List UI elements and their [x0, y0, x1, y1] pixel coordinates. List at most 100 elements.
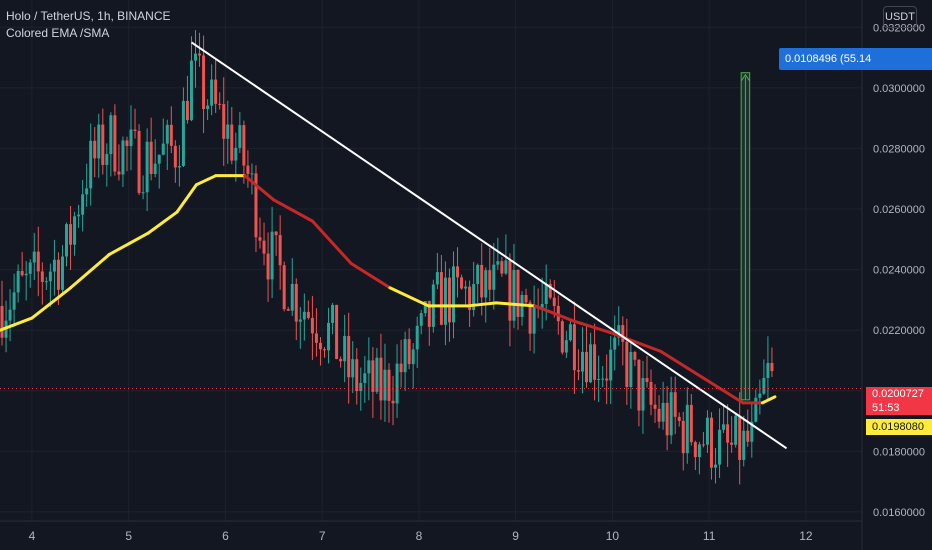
- candle-body: [609, 349, 613, 381]
- candle-body: [730, 442, 734, 445]
- candle-body: [93, 140, 97, 159]
- ema-segment: [760, 395, 777, 405]
- candle-body: [359, 382, 363, 392]
- candle-body: [367, 360, 371, 374]
- candle-body: [552, 297, 556, 306]
- candle-body: [73, 216, 77, 245]
- candle-body: [605, 378, 609, 381]
- candle-body: [621, 325, 625, 342]
- x-tick-label: 8: [416, 529, 423, 543]
- candle-body: [173, 145, 177, 168]
- x-tick-label: 10: [606, 529, 620, 543]
- candle-body: [89, 140, 93, 189]
- ema-segment: [194, 174, 218, 187]
- candle-body: [290, 283, 294, 311]
- candle-body: [480, 264, 484, 298]
- symbol-title[interactable]: Holo / TetherUS, 1h, BINANCE: [6, 9, 171, 23]
- x-tick-label: 12: [799, 529, 813, 543]
- candle-body: [593, 344, 597, 380]
- candle-body: [117, 171, 121, 175]
- candle-body: [476, 264, 480, 285]
- y-axis-ticks: 0.01600000.01800000.02000000.02200000.02…: [873, 22, 925, 519]
- y-tick-label: 0.0260000: [873, 204, 925, 216]
- indicator-name[interactable]: Colored EMA /SMA: [6, 26, 110, 40]
- candle-body: [637, 359, 641, 411]
- candle-body: [524, 295, 528, 303]
- candle-body: [125, 140, 129, 147]
- candle-body: [665, 402, 669, 436]
- candle-body: [633, 352, 637, 360]
- candle-body: [153, 163, 157, 174]
- candle-body: [661, 402, 665, 422]
- x-tick-label: 5: [125, 529, 132, 543]
- candle-body: [464, 286, 468, 289]
- trendline[interactable]: [190, 41, 788, 450]
- ema-value-badge: 0.0198080: [866, 419, 932, 435]
- candle-body: [250, 173, 254, 175]
- candle-body: [496, 261, 500, 265]
- long-position-box[interactable]: [740, 72, 751, 401]
- candle-body: [20, 271, 24, 276]
- candle-body: [194, 53, 198, 61]
- candle-body: [318, 342, 322, 350]
- candle-body: [129, 129, 133, 147]
- candle-body: [701, 444, 705, 446]
- candle-body: [560, 321, 564, 353]
- candle-body: [157, 154, 161, 164]
- current-price-badge: 0.0200727 51:53: [866, 387, 932, 415]
- ema-line: [0, 174, 777, 405]
- x-tick-label: 6: [222, 529, 229, 543]
- candle-body: [564, 340, 568, 353]
- candle-body: [165, 124, 169, 144]
- candle-body: [149, 141, 153, 174]
- candle-body: [230, 124, 234, 161]
- candle-body: [395, 363, 399, 404]
- ema-segment: [272, 198, 314, 223]
- candle-body: [52, 259, 56, 272]
- candles: [0, 30, 774, 485]
- candle-body: [758, 393, 762, 398]
- candle-body: [709, 417, 713, 468]
- ema-segment: [146, 210, 179, 235]
- candle-body: [625, 341, 629, 387]
- currency-button[interactable]: USDT: [883, 6, 917, 28]
- candle-body: [439, 272, 443, 325]
- candle-body: [322, 349, 326, 351]
- ema-segment: [243, 174, 276, 202]
- candle-body: [580, 351, 584, 372]
- candle-body: [218, 103, 222, 105]
- candle-body: [282, 265, 286, 310]
- candle-body: [750, 421, 754, 442]
- candle-body: [484, 270, 488, 298]
- ema-segment: [0, 316, 34, 332]
- candle-body: [447, 277, 451, 323]
- candle-body: [161, 143, 165, 155]
- position-profit-badge: 0.0108496 (55.14: [779, 48, 932, 70]
- candle-body: [585, 351, 589, 383]
- y-tick-label: 0.0300000: [873, 83, 925, 95]
- candle-body: [762, 377, 766, 394]
- candle-body: [327, 322, 331, 351]
- candle-body: [568, 324, 572, 341]
- candle-body: [423, 301, 427, 314]
- candle-body: [589, 344, 593, 383]
- candle-body: [258, 237, 262, 241]
- candle-body: [738, 415, 742, 460]
- y-tick-label: 0.0280000: [873, 143, 925, 155]
- y-tick-label: 0.0160000: [873, 507, 925, 519]
- candle-body: [649, 381, 653, 405]
- candle-body: [697, 444, 701, 458]
- candle-body: [314, 333, 318, 343]
- x-axis: [0, 0, 863, 550]
- candle-body: [266, 253, 270, 280]
- candle-body: [141, 192, 145, 194]
- bar-countdown: 51:53: [872, 402, 900, 414]
- candle-body: [278, 235, 282, 266]
- candle-body: [383, 369, 387, 401]
- candle-body: [206, 105, 210, 110]
- candle-body: [435, 272, 439, 285]
- candle-body: [28, 262, 32, 274]
- candle-body: [645, 378, 649, 382]
- ema-segment: [69, 252, 111, 290]
